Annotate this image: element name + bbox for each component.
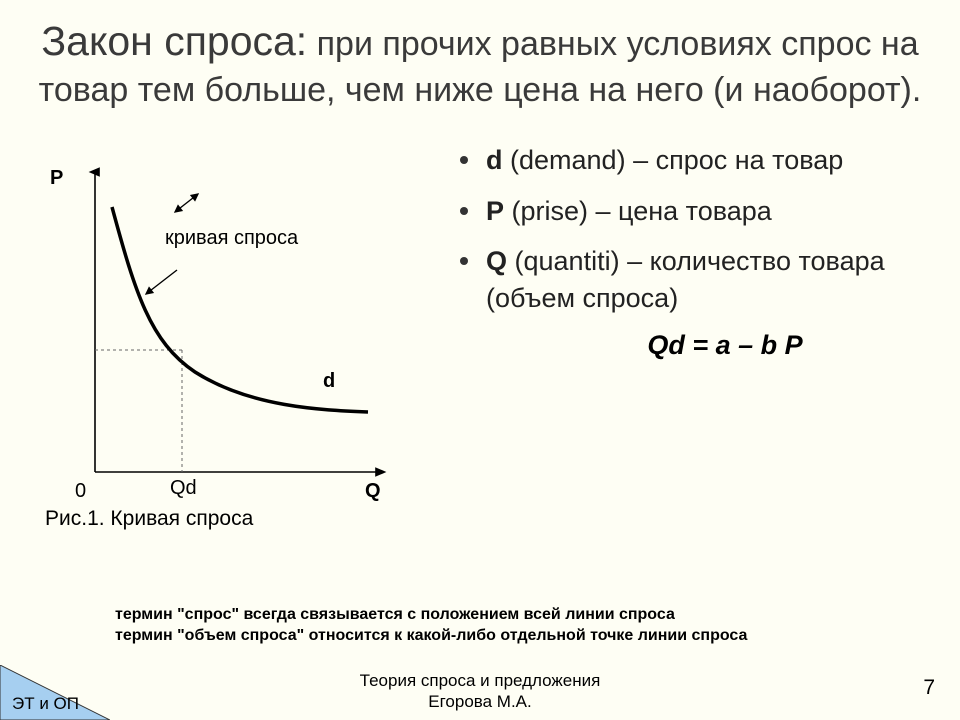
bullet-item: d (demand) – спрос на товар <box>460 142 940 178</box>
b0-rest: – спрос на товар <box>626 145 844 175</box>
x-tick-label: Qd <box>170 477 197 500</box>
formula: Qd = a – b P <box>510 330 940 361</box>
b2-bold: Q <box>486 246 507 276</box>
footer-center: Теория спроса и предложения Егорова М.А. <box>0 671 960 712</box>
bullet-list: d (demand) – спрос на товар P (prise) – … <box>440 132 940 532</box>
title-bold: Закон спроса: <box>41 18 307 64</box>
x-axis-label: Q <box>365 480 381 503</box>
b2-it: (quantiti) <box>507 246 620 276</box>
chart-caption: Рис.1. Кривая спроса <box>45 507 253 531</box>
footnote-line: термин "спрос" всегда связывается с поло… <box>115 605 920 626</box>
chart-svg <box>20 132 420 532</box>
origin-label: 0 <box>75 480 86 503</box>
footer-line2: Егорова М.А. <box>0 692 960 712</box>
b1-rest: – цена товара <box>588 196 772 226</box>
footer-line1: Теория спроса и предложения <box>0 671 960 691</box>
demand-chart: P кривая спроса d 0 Qd Q Рис.1. Кривая с… <box>20 132 440 532</box>
page-number: 7 <box>923 676 935 700</box>
corner-label: ЭТ и ОП <box>12 694 79 714</box>
slide-title: Закон спроса: при прочих равных условиях… <box>0 0 960 122</box>
series-label: d <box>323 370 335 393</box>
shift-arrow <box>175 194 198 212</box>
bullet-item: Q (quantiti) – количество товара (объем … <box>460 243 940 316</box>
bullet-item: P (prise) – цена товара <box>460 193 940 229</box>
bullet-dot-icon <box>460 207 468 215</box>
footnote-line: термин "объем спроса" относится к какой-… <box>115 626 920 647</box>
content-row: P кривая спроса d 0 Qd Q Рис.1. Кривая с… <box>0 122 960 532</box>
y-axis-label: P <box>50 167 63 190</box>
bullet-dot-icon <box>460 257 468 265</box>
footnotes: термин "спрос" всегда связывается с поло… <box>115 605 920 647</box>
b0-it: (demand) <box>503 145 626 175</box>
bullet-dot-icon <box>460 156 468 164</box>
curve-label: кривая спроса <box>165 227 298 250</box>
b1-it: (prise) <box>504 196 588 226</box>
b0-bold: d <box>486 145 503 175</box>
label-arrow <box>146 270 177 294</box>
b1-bold: P <box>486 196 504 226</box>
